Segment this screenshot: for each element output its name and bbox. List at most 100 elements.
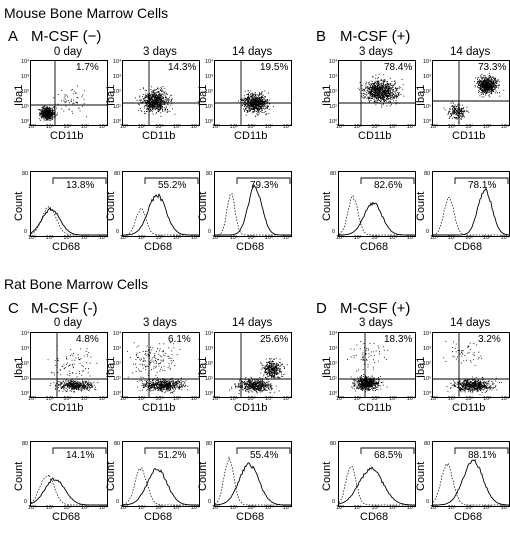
event-dot	[491, 88, 493, 90]
event-dot	[66, 100, 68, 102]
event-dot	[65, 388, 67, 389]
event-dot	[172, 392, 174, 394]
event-dot	[253, 111, 255, 112]
x-tick-label: 10³	[81, 505, 89, 511]
event-dot	[156, 382, 158, 384]
event-dot	[451, 101, 453, 103]
event-dot	[368, 92, 370, 93]
event-dot	[155, 107, 157, 108]
event-dot	[395, 90, 397, 92]
event-dot	[494, 81, 496, 83]
event-dot	[166, 389, 168, 391]
event-dot	[478, 83, 479, 85]
column-label: 0 day	[53, 46, 83, 58]
y-tick-label: 10⁰	[423, 119, 432, 125]
event-dot	[156, 100, 158, 102]
event-dot	[45, 112, 47, 114]
event-dot	[160, 383, 162, 385]
event-dot	[259, 108, 261, 110]
event-dot	[166, 389, 168, 391]
event-dot	[249, 104, 251, 105]
event-dot	[167, 110, 169, 112]
event-dot	[60, 382, 62, 384]
event-dot	[82, 382, 84, 384]
event-dot	[154, 98, 156, 100]
event-dot	[391, 89, 393, 91]
event-dot	[481, 85, 483, 87]
event-dot	[166, 379, 168, 380]
event-dot	[51, 115, 53, 117]
event-dot	[485, 92, 487, 94]
event-dot	[87, 390, 89, 391]
event-dot	[57, 359, 58, 361]
event-dot	[259, 98, 260, 100]
event-dot	[462, 114, 464, 115]
event-dot	[369, 88, 371, 90]
event-dot	[254, 96, 255, 98]
event-dot	[45, 109, 47, 111]
event-dot	[243, 100, 244, 101]
event-dot	[245, 107, 247, 109]
event-dot	[156, 387, 158, 389]
event-dot	[389, 105, 391, 107]
event-dot	[369, 100, 370, 102]
event-dot	[457, 117, 459, 119]
event-dot	[258, 101, 260, 103]
event-dot	[245, 107, 247, 109]
event-dot	[72, 388, 74, 390]
event-dot	[157, 109, 159, 111]
event-dot	[83, 98, 85, 100]
event-dot	[252, 104, 253, 106]
event-dot	[495, 90, 497, 92]
event-dot	[150, 109, 152, 111]
event-dot	[157, 386, 159, 388]
event-dot	[458, 102, 459, 104]
event-dot	[166, 100, 167, 102]
event-dot	[182, 381, 184, 383]
event-dot	[495, 86, 497, 88]
event-dot	[381, 97, 383, 99]
event-dot	[44, 115, 46, 117]
event-dot	[76, 385, 78, 386]
event-dot	[62, 387, 63, 389]
event-dot	[245, 97, 246, 99]
event-dot	[149, 97, 151, 99]
event-dot	[259, 100, 261, 102]
event-dot	[152, 107, 154, 108]
event-dot	[155, 389, 156, 391]
event-dot	[142, 385, 144, 386]
event-dot	[261, 100, 263, 102]
event-dot	[162, 381, 164, 383]
event-dot	[162, 86, 164, 87]
event-dot	[141, 383, 143, 385]
event-dot	[382, 95, 383, 97]
event-dot	[154, 106, 156, 108]
event-dot	[390, 101, 392, 103]
event-dot	[49, 113, 51, 115]
event-dot	[443, 107, 445, 109]
event-dot	[153, 106, 155, 108]
event-dot	[146, 90, 147, 91]
event-dot	[73, 352, 75, 354]
event-dot	[169, 382, 171, 383]
event-dot	[159, 101, 161, 103]
event-dot	[364, 89, 365, 91]
event-dot	[152, 100, 154, 102]
event-dot	[67, 383, 69, 385]
event-dot	[374, 84, 376, 86]
event-dot	[153, 108, 155, 109]
event-dot	[155, 101, 156, 103]
event-dot	[494, 77, 496, 79]
event-dot	[371, 88, 373, 90]
event-dot	[384, 95, 386, 97]
event-dot	[82, 387, 84, 389]
event-dot	[75, 373, 77, 374]
event-dot	[374, 96, 375, 97]
event-dot	[246, 94, 248, 95]
event-dot	[257, 108, 259, 110]
event-dot	[373, 101, 375, 103]
x-tick-label: 10¹	[45, 396, 54, 402]
event-dot	[483, 81, 485, 83]
event-dot	[47, 117, 49, 119]
event-dot	[374, 95, 376, 97]
